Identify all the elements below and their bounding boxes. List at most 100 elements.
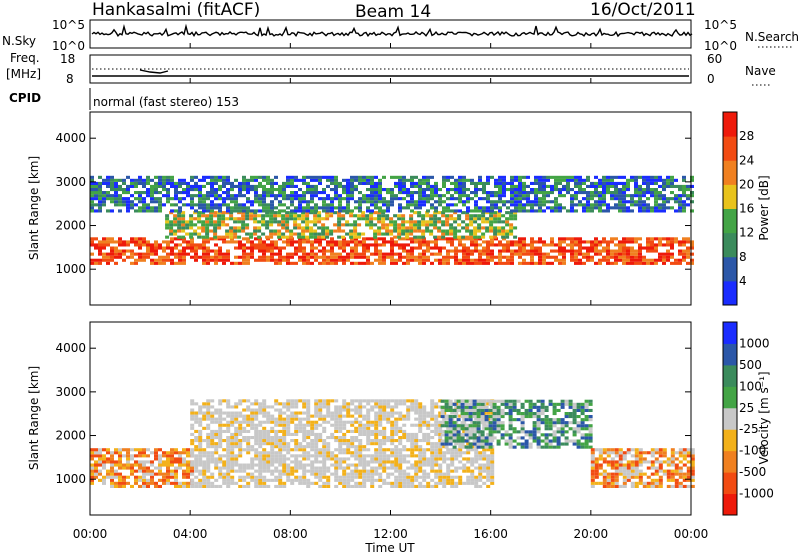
heatmap-cell xyxy=(586,194,590,198)
heatmap-cell xyxy=(540,405,545,409)
heatmap-cell xyxy=(402,178,406,182)
heatmap-cell xyxy=(298,206,302,210)
heatmap-cell xyxy=(402,191,406,195)
heatmap-cell xyxy=(350,188,354,192)
heatmap-cell xyxy=(434,200,438,204)
heatmap-cell xyxy=(350,240,354,244)
heatmap-cell xyxy=(254,197,258,201)
heatmap-cell xyxy=(174,472,178,476)
heatmap-cell xyxy=(102,255,106,259)
heatmap-cell xyxy=(110,209,114,213)
heatmap-cell xyxy=(480,418,485,422)
heatmap-cell xyxy=(154,481,158,485)
heatmap-cell xyxy=(366,469,371,473)
heatmap-cell xyxy=(126,206,130,210)
heatmap-cell xyxy=(662,255,666,259)
heatmap-cell xyxy=(453,226,458,230)
heatmap-cell xyxy=(350,442,355,446)
heatmap-cell xyxy=(418,448,423,452)
heatmap-cell xyxy=(394,463,399,467)
heatmap-cell xyxy=(258,411,263,415)
heatmap-cell xyxy=(313,232,318,236)
heatmap-cell xyxy=(254,399,259,403)
heatmap-cell xyxy=(150,451,154,455)
heatmap-cell xyxy=(466,469,471,473)
heatmap-cell xyxy=(497,226,502,230)
heatmap-cell xyxy=(218,417,223,421)
heatmap-cell xyxy=(302,472,307,476)
heatmap-cell xyxy=(606,258,610,262)
heatmap-cell xyxy=(662,258,666,262)
heatmap-cell xyxy=(358,255,362,259)
heatmap-cell xyxy=(94,243,98,247)
heatmap-cell xyxy=(265,235,270,239)
nave-label: Nave xyxy=(745,64,776,78)
heatmap-cell xyxy=(218,420,223,424)
heatmap-cell xyxy=(438,439,443,443)
heatmap-cell xyxy=(510,252,514,256)
heatmap-cell xyxy=(610,181,614,185)
heatmap-cell xyxy=(562,246,566,250)
heatmap-cell xyxy=(682,191,686,195)
heatmap-cell xyxy=(266,454,271,458)
heatmap-cell xyxy=(488,427,493,431)
heatmap-cell xyxy=(258,420,263,424)
heatmap-cell xyxy=(293,214,298,218)
heatmap-cell xyxy=(278,463,283,467)
heatmap-cell xyxy=(134,475,138,479)
heatmap-cell xyxy=(646,209,650,213)
heatmap-cell xyxy=(246,209,250,213)
heatmap-cell xyxy=(218,457,223,461)
heatmap-cell xyxy=(497,211,502,215)
heatmap-cell xyxy=(374,402,379,406)
heatmap-cell xyxy=(182,261,186,265)
heatmap-cell xyxy=(150,188,154,192)
heatmap-cell xyxy=(222,466,227,470)
heatmap-cell xyxy=(102,258,106,262)
heatmap-cell xyxy=(465,223,470,227)
heatmap-cell xyxy=(158,243,162,247)
heatmap-cell xyxy=(378,191,382,195)
heatmap-cell xyxy=(146,175,150,179)
heatmap-cell xyxy=(194,484,199,488)
heatmap-cell xyxy=(286,463,291,467)
heatmap-cell xyxy=(450,175,454,179)
heatmap-cell xyxy=(146,252,150,256)
heatmap-cell xyxy=(462,466,467,470)
heatmap-cell xyxy=(190,472,195,476)
heatmap-cell xyxy=(130,184,134,188)
heatmap-cell xyxy=(350,439,355,443)
heatmap-cell xyxy=(346,442,351,446)
heatmap-cell xyxy=(106,261,110,265)
heatmap-cell xyxy=(317,211,322,215)
heatmap-cell xyxy=(178,209,182,213)
heatmap-cell xyxy=(278,402,283,406)
heatmap-cell xyxy=(282,469,287,473)
heatmap-cell xyxy=(386,454,391,458)
heatmap-cell xyxy=(418,417,423,421)
heatmap-cell xyxy=(478,463,483,467)
heatmap-cell xyxy=(634,175,638,179)
heatmap-cell xyxy=(438,252,442,256)
heatmap-cell xyxy=(426,423,431,427)
heatmap-cell xyxy=(490,175,494,179)
heatmap-cell xyxy=(662,237,666,241)
heatmap-cell xyxy=(406,481,411,485)
heatmap-cell xyxy=(266,243,270,247)
heatmap-cell xyxy=(440,439,445,443)
heatmap-cell xyxy=(230,200,234,204)
heatmap-cell xyxy=(456,436,461,440)
heatmap-cell xyxy=(582,206,586,210)
heatmap-cell xyxy=(406,478,411,482)
heatmap-cell xyxy=(226,454,231,458)
heatmap-cell xyxy=(678,252,682,256)
heatmap-cell xyxy=(270,405,275,409)
heatmap-cell xyxy=(518,206,522,210)
heatmap-cell xyxy=(414,411,419,415)
heatmap-cell xyxy=(182,246,186,250)
heatmap-cell xyxy=(269,223,274,227)
heatmap-cell xyxy=(238,429,243,433)
heatmap-cell xyxy=(394,197,398,201)
heatmap-cell xyxy=(418,191,422,195)
heatmap-cell xyxy=(386,439,391,443)
